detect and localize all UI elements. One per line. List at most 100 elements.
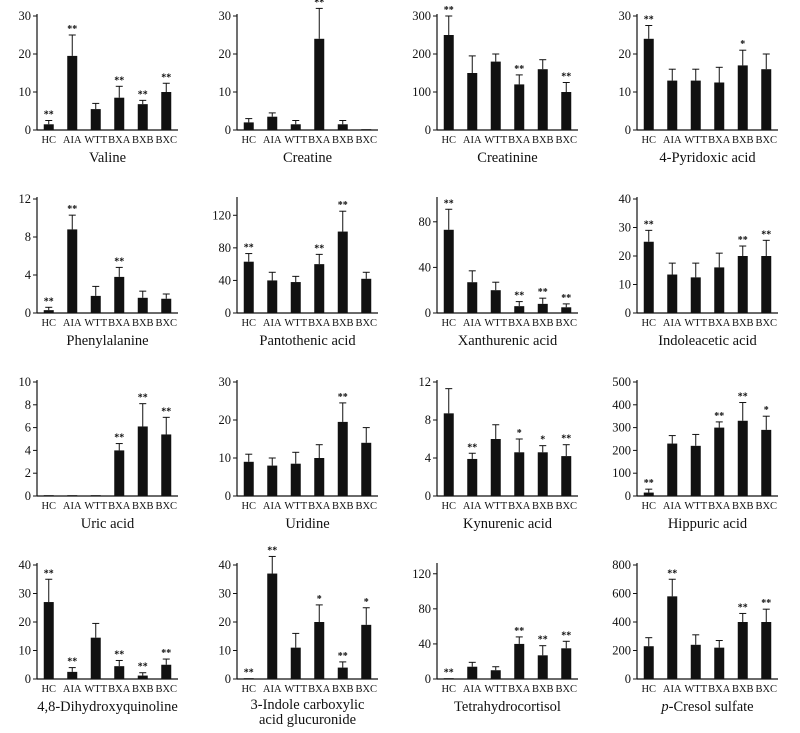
category-label: AIA bbox=[263, 501, 282, 512]
category-label: AIA bbox=[63, 135, 82, 146]
bar bbox=[114, 450, 125, 496]
y-tick-label: 10 bbox=[19, 644, 32, 658]
significance-mark: ** bbox=[338, 651, 348, 662]
y-tick-label: 40 bbox=[219, 558, 232, 572]
y-tick-label: 30 bbox=[219, 587, 232, 601]
significance-mark: ** bbox=[67, 657, 77, 668]
category-label: BXC bbox=[155, 318, 177, 329]
y-tick-label: 0 bbox=[225, 672, 231, 686]
category-label: HC bbox=[441, 684, 456, 695]
category-label: AIA bbox=[63, 318, 82, 329]
bar bbox=[737, 256, 748, 313]
chart-svg: 0 10 20 30 HC AIA WTT BXA ** BXB BXC Uridine bbox=[219, 375, 378, 532]
significance-mark: ** bbox=[444, 198, 454, 209]
y-tick-label: 0 bbox=[25, 306, 31, 320]
y-tick-label: 0 bbox=[425, 672, 431, 686]
significance-mark: ** bbox=[644, 219, 654, 230]
category-label: HC bbox=[41, 318, 56, 329]
bar bbox=[690, 445, 701, 496]
significance-mark: ** bbox=[44, 296, 54, 307]
significance-mark: ** bbox=[738, 602, 748, 613]
category-label: BXB bbox=[332, 135, 354, 146]
category-label: WTT bbox=[684, 318, 707, 329]
bar bbox=[537, 655, 548, 679]
category-label: BXB bbox=[732, 318, 754, 329]
y-tick-label: 30 bbox=[219, 375, 232, 389]
category-label: BXA bbox=[108, 501, 131, 512]
y-tick-label: 0 bbox=[625, 306, 631, 320]
category-label: WTT bbox=[684, 501, 707, 512]
category-label: BXC bbox=[355, 501, 377, 512]
y-tick-label: 12 bbox=[419, 375, 432, 389]
bar bbox=[314, 458, 325, 496]
category-label: AIA bbox=[263, 135, 282, 146]
bar bbox=[690, 80, 701, 130]
category-label: BXC bbox=[755, 501, 777, 512]
significance-mark: ** bbox=[161, 648, 171, 659]
significance-mark: ** bbox=[138, 393, 148, 404]
bar bbox=[243, 461, 254, 496]
chart-panel: 0 10 20 30 40 ** HC AIA WTT BXA ** BXB ** BXC Indoleac… bbox=[600, 183, 800, 366]
bar bbox=[43, 124, 54, 130]
category-label: BXB bbox=[532, 135, 554, 146]
significance-mark: * bbox=[764, 405, 769, 416]
category-label: BXA bbox=[308, 501, 331, 512]
bar bbox=[714, 82, 725, 130]
y-tick-label: 20 bbox=[19, 615, 32, 629]
category-label: HC bbox=[241, 684, 256, 695]
bar bbox=[267, 116, 278, 130]
significance-mark: ** bbox=[44, 110, 54, 121]
chart-title: Xanthurenic acid bbox=[458, 333, 558, 349]
bar bbox=[443, 35, 454, 130]
y-tick-label: 6 bbox=[25, 421, 31, 435]
category-label: BXA bbox=[108, 318, 131, 329]
y-tick-label: 0 bbox=[625, 672, 631, 686]
bar bbox=[161, 298, 172, 313]
significance-mark: ** bbox=[161, 406, 171, 417]
bar bbox=[114, 666, 125, 679]
y-tick-label: 20 bbox=[619, 249, 632, 263]
bar bbox=[161, 92, 172, 130]
category-label: BXC bbox=[355, 318, 377, 329]
y-tick-label: 400 bbox=[612, 615, 631, 629]
chart-panel: 0 10 20 30 HC AIA WTT ** BXA BXB BXC Creatine bbox=[200, 0, 400, 183]
category-label: BXA bbox=[708, 318, 731, 329]
significance-mark: ** bbox=[114, 256, 124, 267]
significance-mark: ** bbox=[114, 433, 124, 444]
category-label: AIA bbox=[263, 684, 282, 695]
significance-mark: ** bbox=[538, 287, 548, 298]
bar bbox=[667, 596, 678, 679]
chart-title: Uridine bbox=[285, 516, 329, 532]
category-label: AIA bbox=[663, 318, 682, 329]
bar bbox=[467, 458, 478, 496]
y-tick-label: 8 bbox=[25, 230, 31, 244]
bar bbox=[361, 129, 372, 130]
bar bbox=[761, 256, 772, 313]
chart-svg: 0 10 20 30 40 ** HC ** AIA WTT * BXA ** BXB * BXC 3-Indo… bbox=[219, 545, 378, 728]
bar bbox=[714, 427, 725, 496]
bar bbox=[443, 229, 454, 313]
category-label: BXA bbox=[508, 318, 531, 329]
significance-mark: ** bbox=[338, 200, 348, 211]
category-label: HC bbox=[641, 684, 656, 695]
bar bbox=[361, 624, 372, 679]
bar bbox=[43, 602, 54, 679]
significance-mark: ** bbox=[138, 89, 148, 100]
bar bbox=[314, 622, 325, 679]
category-label: HC bbox=[41, 135, 56, 146]
category-label: BXC bbox=[555, 501, 577, 512]
y-tick-label: 10 bbox=[219, 451, 232, 465]
chart-svg: 0 10 20 30 ** HC ** AIA WTT ** BXA ** BXB ** BXC Valine bbox=[19, 9, 178, 166]
significance-mark: ** bbox=[761, 229, 771, 240]
bar bbox=[90, 637, 101, 679]
bar bbox=[514, 84, 525, 130]
category-label: BXA bbox=[308, 318, 331, 329]
significance-mark: ** bbox=[314, 243, 324, 254]
significance-mark: ** bbox=[561, 293, 571, 304]
y-tick-label: 10 bbox=[19, 375, 32, 389]
significance-mark: ** bbox=[761, 598, 771, 609]
chart-title: p-Cresol sulfate bbox=[660, 699, 753, 715]
category-label: AIA bbox=[663, 684, 682, 695]
bar bbox=[643, 241, 654, 313]
